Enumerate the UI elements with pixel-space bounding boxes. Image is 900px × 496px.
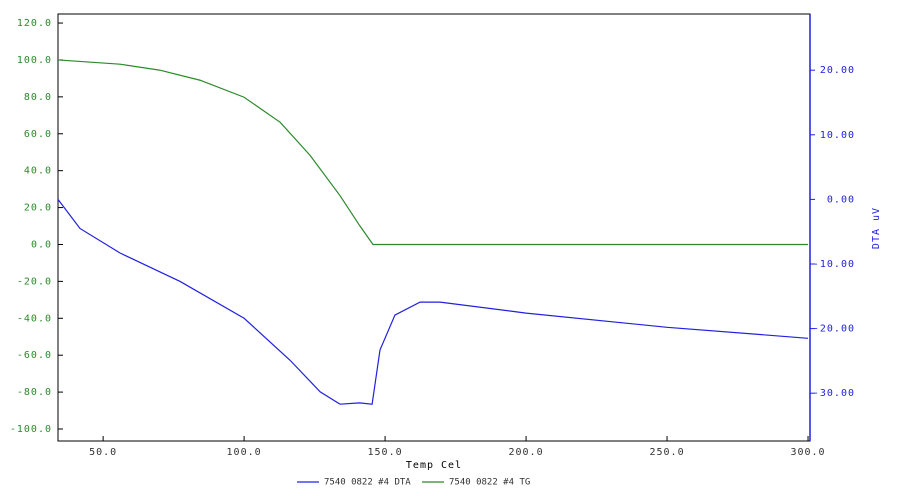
x-tick-label: 50.0 [89,447,117,458]
y-tick-label: 60.0 [24,129,52,140]
y-tick-label: -40.0 [17,313,52,324]
y2-tick-label: 10.00 [820,130,855,141]
data-line [57,59,809,246]
x-tick-label: 250.0 [649,447,684,458]
y-tick-label: 120.0 [17,18,52,29]
y-tick-label: 40.0 [24,166,52,177]
y-tick-label: -80.0 [17,387,52,398]
y2-tick-label: 0.00 [827,194,855,205]
y-tick-label: -100.0 [10,424,52,435]
y-tick-label: 80.0 [24,92,52,103]
y2-tick-label: -30.00 [813,388,855,399]
y2-tick-label: 20.00 [820,65,855,76]
x-axis-label: Temp Cel [406,460,462,471]
y-tick-label: 0.0 [31,239,52,250]
legend-label: 7540 0822 #4 DTA [324,478,411,488]
legend-label: 7540 0822 #4 TG [449,478,530,488]
y2-tick-label: -20.00 [813,324,855,335]
y-tick-label: 20.0 [24,203,52,214]
x-tick-label: 150.0 [368,447,403,458]
y2-tick-label: -10.00 [813,259,855,270]
x-tick-label: 100.0 [227,447,262,458]
plot-frame [57,13,811,442]
y-tick-label: -20.0 [17,276,52,287]
y-tick-label: 100.0 [17,55,52,66]
x-tick-label: 300.0 [790,447,825,458]
y-tick-label: -60.0 [17,350,52,361]
x-tick-label: 200.0 [509,447,544,458]
y2-axis-label: DTA uV [871,207,882,249]
data-line [57,199,809,405]
